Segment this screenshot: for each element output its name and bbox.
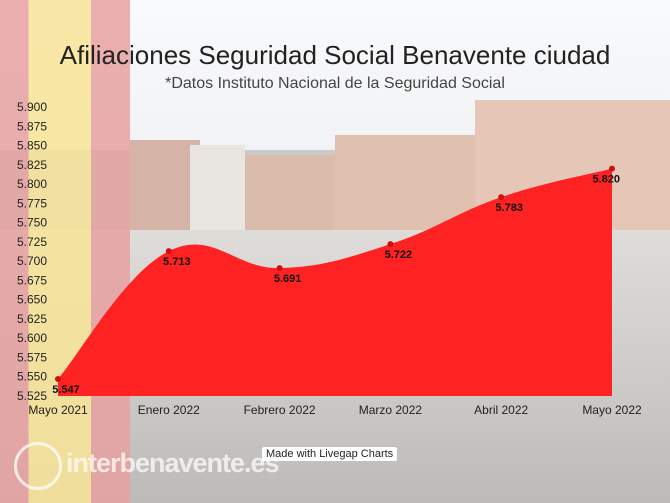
x-tick-label: Enero 2022	[138, 403, 200, 417]
data-label: 5.820	[592, 174, 620, 186]
x-tick-label: Abril 2022	[474, 403, 528, 417]
watermark-logo: interbenavente.es	[14, 442, 284, 490]
data-point[interactable]	[387, 241, 394, 248]
x-tick-label: Mayo 2021	[28, 403, 88, 417]
data-label: 5.547	[52, 384, 80, 396]
y-tick-label: 5.550	[17, 370, 47, 384]
y-tick-label: 5.700	[17, 254, 47, 268]
data-labels: 5.547 5.713 5.691 5.722 5.783 5.820	[52, 174, 620, 396]
data-point[interactable]	[609, 165, 615, 172]
data-label: 5.713	[163, 256, 191, 268]
y-tick-label: 5.750	[17, 216, 47, 230]
data-points	[55, 165, 615, 383]
data-point[interactable]	[55, 376, 61, 383]
y-tick-label: 5.525	[17, 389, 47, 403]
watermark-text: interbenavente.es	[66, 448, 280, 478]
y-tick-label: 5.600	[17, 331, 47, 345]
x-tick-label: Febrero 2022	[244, 403, 316, 417]
chart-title: Afiliaciones Seguridad Social Benavente …	[59, 40, 611, 70]
y-tick-label: 5.775	[17, 196, 47, 210]
data-label: 5.783	[495, 202, 523, 214]
y-tick-label: 5.625	[17, 312, 47, 326]
chart-subtitle: *Datos Instituto Nacional de la Segurida…	[165, 75, 505, 92]
y-axis-ticks: 5.525 5.550 5.575 5.600 5.625 5.650 5.675 5.700…	[17, 100, 47, 403]
data-point[interactable]	[498, 194, 505, 201]
y-tick-label: 5.825	[17, 158, 47, 172]
y-tick-label: 5.800	[17, 177, 47, 191]
data-label: 5.722	[385, 249, 413, 261]
x-tick-label: Marzo 2022	[359, 403, 423, 417]
y-tick-label: 5.900	[17, 100, 47, 114]
x-axis-ticks: Mayo 2021 Enero 2022 Febrero 2022 Marzo 202…	[28, 403, 642, 417]
livegap-credit[interactable]: Made with Livegap Charts	[262, 447, 398, 461]
y-tick-label: 5.875	[17, 119, 47, 133]
area-series	[58, 168, 612, 396]
y-tick-label: 5.850	[17, 139, 47, 153]
logo-circle-icon	[14, 442, 62, 490]
y-tick-label: 5.650	[17, 293, 47, 307]
y-tick-label: 5.725	[17, 235, 47, 249]
data-point[interactable]	[276, 265, 283, 272]
y-tick-label: 5.575	[17, 350, 47, 364]
y-tick-label: 5.675	[17, 273, 47, 287]
data-label: 5.691	[274, 273, 302, 285]
data-point[interactable]	[165, 248, 172, 255]
x-tick-label: Mayo 2022	[582, 403, 642, 417]
